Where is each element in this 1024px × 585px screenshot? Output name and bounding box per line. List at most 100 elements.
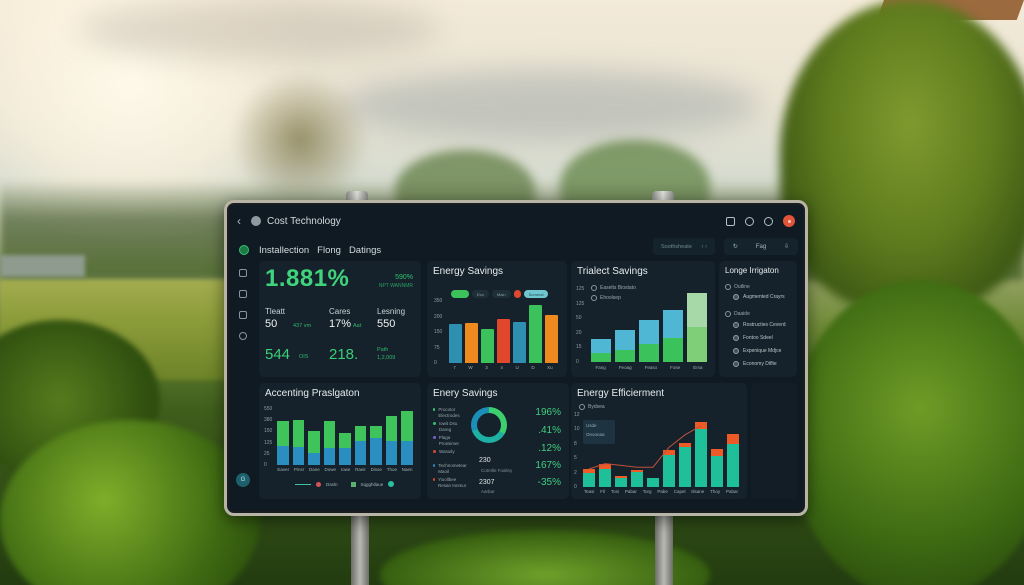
home-icon[interactable] [239,290,247,298]
bar-cap [583,469,595,473]
bar-cap [631,470,643,472]
y-tick-label: 150 [264,428,273,435]
metric-delta: 437 vm [293,323,312,329]
card-title: Enery Savings [433,388,498,399]
bar-segment [401,411,413,441]
energy-savings-card: Energy Savings Eco Main Sumeral 0 75 150 20… [427,261,567,377]
x-tick-label: Feaso [644,365,658,370]
list-item[interactable]: Expenique Mdjce [733,348,781,354]
list-group-header[interactable]: Daaide [725,311,750,317]
item-icon [733,348,739,354]
item-label: Rostructies Ceverd [743,322,786,328]
refresh-icon[interactable]: ↻ [732,244,738,250]
database-icon[interactable] [239,269,247,277]
bar-cap [727,433,739,444]
x-tick-label: Thoy [710,489,721,494]
list-item[interactable]: Fontoo Sdeel [733,335,773,341]
bar-segment [292,419,305,447]
legend-item: Bydsea [579,404,605,410]
back-icon[interactable]: ‹ [237,214,241,228]
combo-chart-plot [581,415,741,487]
metric-label: Cares [329,307,351,316]
bar-segment [354,426,367,441]
profile-button[interactable]: G [236,473,250,487]
legend-chip[interactable] [513,290,521,298]
legend-chip[interactable]: Sumeral [523,290,549,298]
bar [464,322,478,363]
y-tick-label: 0 [434,360,437,366]
legend-label: Easelts Biostato [600,285,636,291]
bottom-label: Path [377,347,389,353]
item-label: Economy Diflte [743,361,777,367]
search-dropdown[interactable]: Soothsheate › › [653,238,715,255]
card-title: Longe Irrigaton [725,266,779,275]
legend-label: Sqgghtlaue [360,481,384,487]
list-item[interactable]: Augmented Crayrs [733,294,785,300]
percentage: .12% [538,443,561,454]
headline-value: 1.881% [265,265,350,292]
legend-item: Yioollbee Resan Innmur [433,477,469,489]
legend-label: Technometear Maoil [438,463,467,474]
legend-dot [316,481,321,487]
bottom-sub: Aarbar [481,489,495,494]
chart-tooltip: Usde Onoonaa [583,420,615,444]
x-tick-label: Thoe [386,467,397,472]
x-tick-label: Eaver [277,467,290,472]
energy-efficiency-card: Energy Efficierment Bydsea Usde Onoonaa … [571,383,747,499]
bar-segment [292,446,305,465]
nav-item-installection[interactable]: Installection [259,244,310,256]
chat-icon[interactable] [764,216,773,226]
x-tick-label: U [515,365,519,370]
bottom-suffix: ОIS [299,354,309,360]
tree [780,0,1024,310]
legend-chip[interactable] [451,290,469,298]
x-axis-labels: 7 W 3 4 U D Xu [447,365,559,370]
calendar-icon[interactable] [239,311,247,319]
close-icon[interactable] [783,215,795,227]
list-group-header[interactable]: Outline [725,284,750,290]
bar-segment [687,326,707,362]
share-icon[interactable] [745,216,754,226]
document-icon[interactable] [726,216,735,226]
nav-item-flong[interactable]: Flong [317,244,341,256]
y-tick-label: 125 [264,439,273,446]
bar-plot [447,301,559,363]
tool-label[interactable]: Fag [755,243,767,250]
x-axis-labels: Eaver Pinsr Dane Dowe Iowe Raeir Disse Thoe Naen [275,467,415,472]
y-tick-label: 0 [264,462,267,468]
metric-value: 550 [377,318,396,330]
legend-dot [433,436,436,439]
download-icon[interactable]: ⇩ [784,244,790,250]
list-item[interactable]: Economy Diflte [733,361,777,367]
legend-dot [433,464,436,467]
legend-dot [433,422,436,425]
legend-label: Yioollbee Resan Innmur [437,477,467,488]
x-tick-label: Iowe [340,467,351,472]
bar-cap [663,450,675,455]
legend-label: Bydsea [588,404,605,410]
cloud [340,70,760,140]
mount-post [655,505,673,585]
legend-chip[interactable]: Eco [472,290,489,298]
item-icon [733,335,739,341]
nav-item-datings[interactable]: Datings [348,244,382,256]
nav-bar: Installection Flong Datings [227,239,805,261]
bar [528,304,542,363]
headline-side-value: 590% [395,274,413,281]
y-tick-label: 0 [576,359,579,365]
legend-label: Plaga Prossimer [438,435,460,446]
center-number: 230 [479,457,491,464]
legend-label: Procotor Electrodes [438,407,460,418]
settings-icon[interactable] [239,332,247,340]
y-tick-label: 350 [434,298,443,304]
bar-cap [711,448,723,457]
bar-segment [639,319,659,344]
x-tick-label: Fang [595,365,606,370]
x-tick-label: Pabar [725,489,738,494]
legend-chip[interactable]: Main [491,290,511,298]
bar [615,478,627,487]
list-item[interactable]: Rostructies Ceverd [733,322,786,328]
stacked-bar-plot [589,289,709,362]
bar-cap [599,464,611,469]
bar-segment [323,421,336,448]
